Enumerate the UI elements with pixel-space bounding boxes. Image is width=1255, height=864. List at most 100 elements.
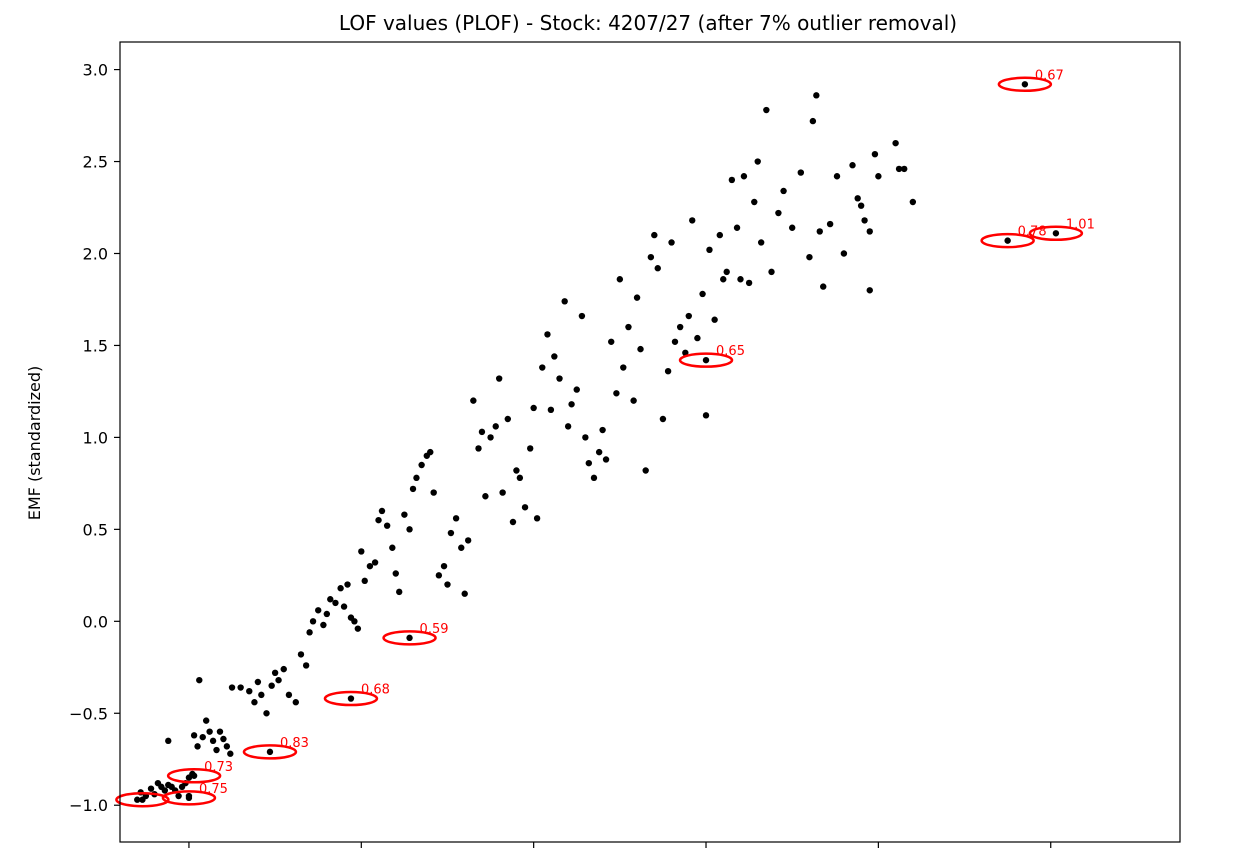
highlighted-point [1052, 230, 1060, 237]
data-point [216, 728, 224, 735]
data-point [366, 562, 374, 570]
data-point [435, 572, 443, 579]
data-point [745, 279, 753, 287]
data-point [642, 467, 649, 474]
data-point [901, 165, 908, 173]
data-point [590, 474, 598, 482]
data-point [246, 687, 253, 695]
data-point [895, 165, 903, 173]
data-point [392, 570, 399, 577]
data-point [671, 338, 679, 345]
data-point [509, 518, 517, 526]
y-tick-label: 0.5 [83, 520, 108, 539]
data-point [676, 323, 684, 331]
data-point [751, 198, 758, 206]
data-point [599, 426, 606, 434]
data-point [620, 364, 627, 371]
data-point [175, 792, 182, 800]
plot-area: 3.0 2.5 2.0 1.5 1.0 0.5 0.0 −0.5 −1.0 0.75 0.73 0.8… [69, 61, 1095, 848]
highlighted-point [1004, 237, 1011, 244]
y-tick-label: 3.0 [83, 61, 108, 80]
data-point [797, 169, 805, 176]
data-point [361, 577, 368, 585]
data-point [716, 231, 724, 239]
data-point [320, 621, 327, 629]
data-point [440, 562, 448, 570]
y-tick-label: 2.0 [83, 244, 108, 263]
data-point [561, 298, 568, 305]
outlier-ellipse [166, 768, 222, 784]
data-point [464, 537, 472, 544]
data-point [458, 544, 465, 551]
data-point [763, 106, 770, 114]
data-point [268, 682, 275, 689]
data-point [533, 515, 541, 522]
data-point [427, 448, 434, 456]
data-point [826, 220, 834, 228]
outlier-ellipse [997, 76, 1053, 93]
data-point [602, 456, 610, 463]
data-point [702, 412, 710, 419]
data-point [625, 323, 632, 331]
data-point [406, 526, 413, 533]
data-point [630, 397, 637, 404]
data-point [816, 228, 823, 235]
data-point [309, 618, 317, 625]
data-point [647, 253, 655, 261]
data-point [608, 338, 615, 345]
y-tick-label: 0.0 [83, 612, 108, 631]
y-axis-label: EMF (standardized) [25, 366, 44, 521]
y-tick-label: 1.5 [83, 336, 108, 355]
data-point [271, 669, 279, 677]
outlier-ellipse [382, 630, 437, 646]
data-point [389, 544, 396, 551]
data-point [595, 448, 603, 456]
data-point [306, 629, 313, 636]
data-point [754, 158, 761, 165]
data-point [516, 474, 524, 482]
data-point [344, 581, 351, 588]
highlighted-point [406, 634, 413, 642]
data-point [413, 474, 420, 482]
outlier-ellipse [678, 352, 734, 368]
data-point [228, 684, 236, 691]
data-point [866, 287, 873, 294]
lof-annotation: 0.75 [199, 782, 228, 797]
data-point [194, 743, 201, 750]
data-point [513, 467, 520, 474]
data-point [323, 610, 331, 618]
data-point [866, 228, 873, 235]
data-point [147, 785, 155, 792]
data-point [375, 516, 382, 524]
data-point [227, 750, 234, 757]
data-point [668, 239, 675, 246]
lof-annotation: 0.65 [716, 344, 745, 359]
data-point [340, 603, 348, 610]
lof-annotation: 1.01 [1066, 217, 1095, 232]
lof-annotation: 0.73 [204, 760, 233, 775]
data-point [723, 268, 730, 276]
data-point [280, 665, 287, 673]
data-point [637, 345, 644, 353]
data-point [809, 117, 817, 125]
data-point [202, 717, 210, 724]
data-point [706, 246, 713, 254]
y-tick-label: −0.5 [69, 704, 108, 723]
data-point [378, 507, 386, 515]
data-point [616, 276, 624, 283]
data-point [337, 585, 344, 592]
data-point [209, 737, 217, 745]
data-point [578, 312, 586, 320]
data-point [499, 489, 506, 496]
data-point [478, 428, 486, 436]
highlighted-point [347, 695, 355, 702]
data-point [461, 590, 468, 597]
data-point [909, 198, 917, 206]
highlighted-point [266, 748, 274, 756]
data-point [757, 239, 765, 246]
data-point [213, 746, 220, 754]
data-point [582, 434, 589, 441]
data-point [768, 268, 775, 276]
data-point [396, 588, 403, 596]
